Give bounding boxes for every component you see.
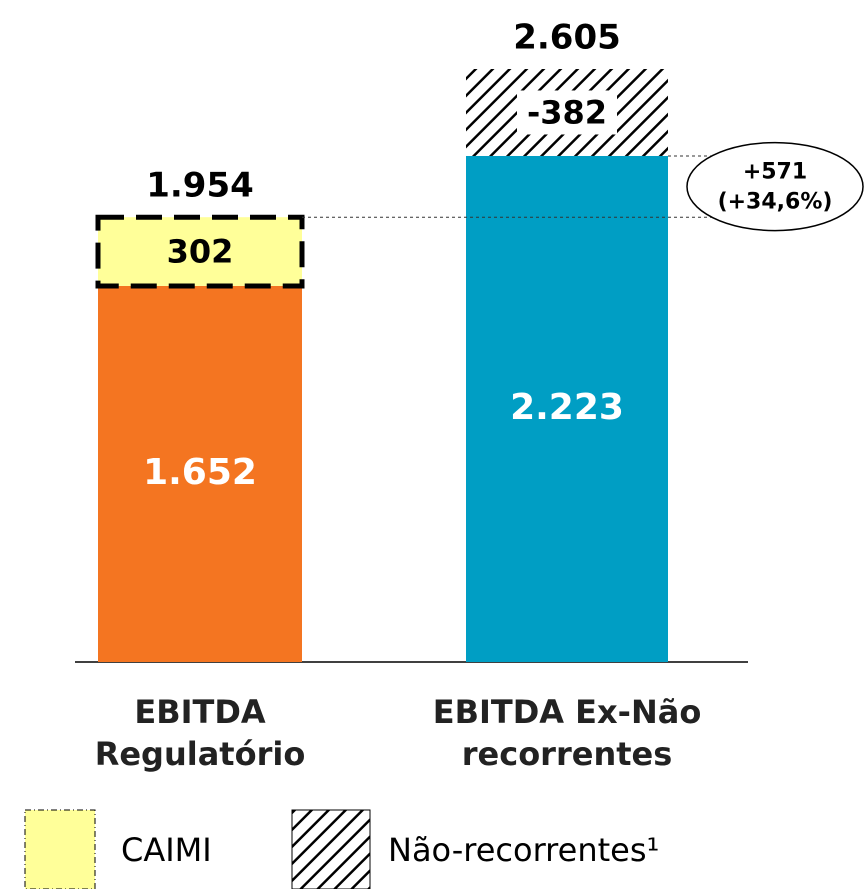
annotation-bubble [686, 141, 864, 232]
annotation: (+34,6%) [718, 190, 833, 215]
total-label: 2.605 [513, 18, 621, 58]
legend-label: CAIMI [121, 831, 212, 869]
bar-segment [98, 285, 302, 662]
data-label: 302 [167, 233, 234, 271]
legend-swatch [291, 809, 371, 889]
data-label: 2.223 [510, 387, 624, 428]
x-tick-label: EBITDA Ex-Não recorrentes [433, 693, 702, 773]
data-label: 1.652 [143, 452, 257, 493]
annotation: +571 [743, 160, 807, 185]
bar-segment [466, 155, 668, 662]
x-tick-label: EBITDA Regulatório [95, 693, 306, 773]
total-label: 1.954 [146, 166, 254, 206]
label-box [517, 90, 617, 135]
legend-swatch [24, 809, 96, 889]
data-label: -382 [527, 93, 607, 131]
legend-label: Não-recorrentes¹ [388, 831, 659, 869]
bar-segment [95, 214, 305, 289]
